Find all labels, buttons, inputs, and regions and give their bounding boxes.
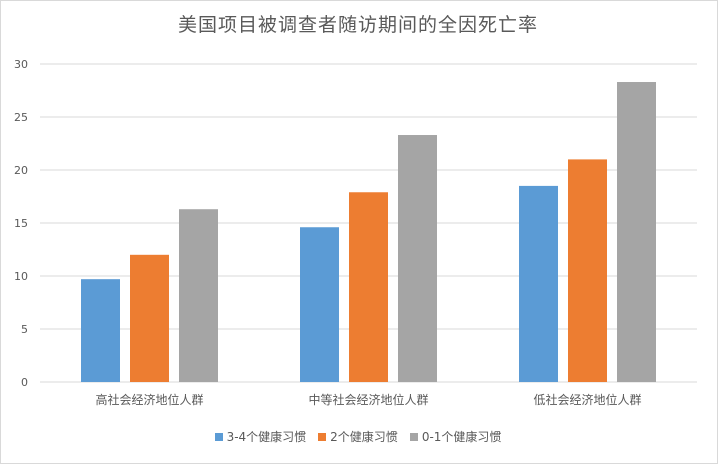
bar-series-2-category-2: [349, 192, 388, 382]
legend-swatch-series-3: [409, 432, 418, 441]
y-tick-label: 5: [21, 323, 28, 336]
y-tick-label: 20: [14, 164, 28, 177]
bar-series-2-category-1: [130, 254, 169, 382]
x-category-label: 高社会经济地位人群: [95, 392, 203, 407]
legend-swatch-series-1: [214, 432, 223, 441]
y-tick-label: 10: [14, 270, 28, 283]
bar-series-2-category-3: [568, 159, 607, 382]
legend-label-series-2: 2个健康习惯: [330, 430, 398, 444]
bar-series-3-category-3: [617, 82, 656, 383]
bar-series-1-category-2: [300, 227, 339, 382]
chart-legend: 3-4个健康习惯 2个健康习惯 0-1个健康习惯: [0, 428, 716, 445]
legend-item: 2个健康习惯: [318, 428, 398, 445]
x-category-label: 低社会经济地位人群: [533, 392, 641, 407]
y-tick-label: 15: [14, 217, 28, 230]
y-tick-label: 30: [14, 58, 28, 71]
y-tick-label: 25: [14, 111, 28, 124]
x-category-label: 中等社会经济地位人群: [308, 392, 428, 407]
bar-series-3-category-1: [179, 209, 218, 382]
bar-series-1-category-1: [81, 279, 120, 382]
legend-item: 0-1个健康习惯: [409, 428, 502, 445]
chart-title: 美国项目被调查者随访期间的全因死亡率: [177, 14, 538, 36]
legend-swatch-series-2: [318, 432, 327, 441]
bar-series-3-category-2: [398, 135, 437, 382]
legend-label-series-1: 3-4个健康习惯: [226, 430, 307, 444]
legend-label-series-3: 0-1个健康习惯: [421, 430, 502, 444]
y-tick-label: 0: [21, 376, 28, 389]
legend-item: 3-4个健康习惯: [214, 428, 307, 445]
bar-series-1-category-3: [519, 185, 558, 382]
